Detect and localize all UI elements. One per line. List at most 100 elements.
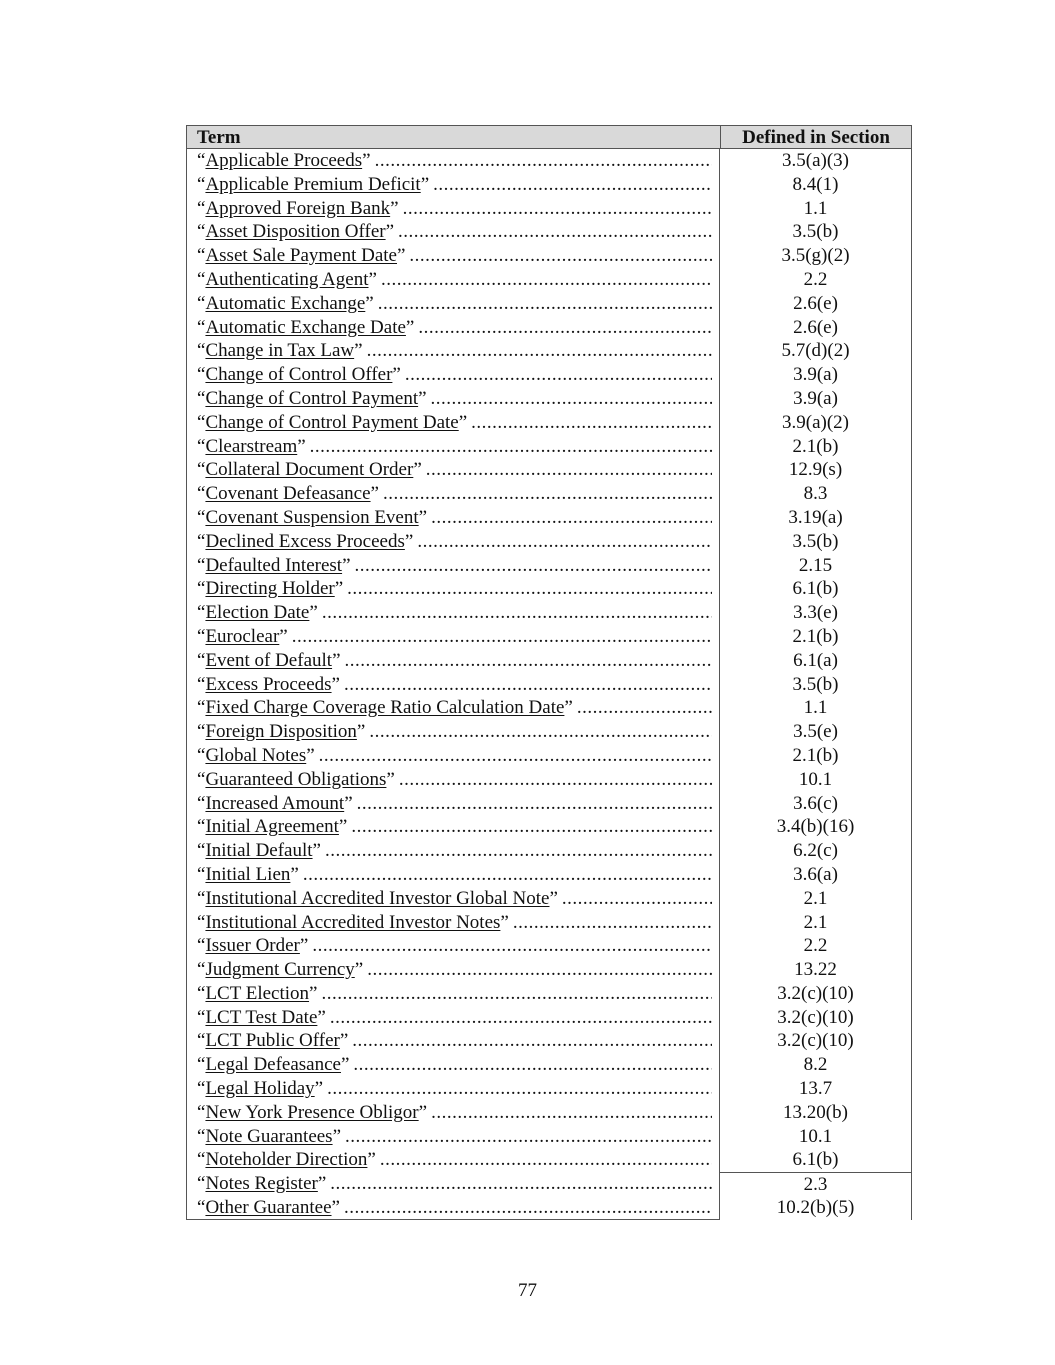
section-cell: 1.1 <box>720 196 912 221</box>
close-quote: ” <box>354 959 364 981</box>
term-link[interactable]: Defaulted Interest <box>205 554 343 576</box>
term-link[interactable]: Authenticating Agent <box>205 268 369 290</box>
term-link[interactable]: Covenant Defeasance <box>205 483 371 505</box>
term-link[interactable]: Asset Sale Payment Date <box>205 245 397 267</box>
term-link[interactable]: Applicable Proceeds <box>205 150 363 171</box>
term-cell: “Legal Defeasance” <box>186 1053 720 1078</box>
open-quote: “ <box>197 316 206 338</box>
term-link[interactable]: Clearstream <box>205 435 298 457</box>
section-cell: 2.3 <box>720 1172 912 1197</box>
term-link[interactable]: LCT Public Offer <box>205 1030 340 1052</box>
term-link[interactable]: Change in Tax Law <box>205 340 355 362</box>
section-cell: 5.7(d)(2) <box>720 339 912 364</box>
section-cell: 6.1(b) <box>720 577 912 602</box>
section-cell: 3.2(c)(10) <box>720 981 912 1006</box>
open-quote: “ <box>197 816 206 838</box>
open-quote: “ <box>197 673 206 695</box>
section-cell: 2.15 <box>720 553 912 578</box>
table-row: “Global Notes”2.1(b) <box>186 743 912 768</box>
section-cell: 2.2 <box>720 934 912 959</box>
term-cell: “LCT Test Date” <box>186 1005 720 1030</box>
term-link[interactable]: Covenant Suspension Event <box>205 506 419 528</box>
term-link[interactable]: Election Date <box>205 602 310 624</box>
term-link[interactable]: Global Notes <box>205 744 307 766</box>
term-link[interactable]: Legal Defeasance <box>205 1054 341 1076</box>
term-link[interactable]: Automatic Exchange Date <box>205 316 406 338</box>
section-cell: 6.1(a) <box>720 648 912 673</box>
term-link[interactable]: LCT Test Date <box>205 1006 318 1028</box>
table-row: “Election Date”3.3(e) <box>186 601 912 625</box>
term-link[interactable]: Initial Default <box>205 840 313 862</box>
term-link[interactable]: Collateral Document Order <box>205 459 414 481</box>
term-link[interactable]: Institutional Accredited Investor Global… <box>205 887 550 909</box>
section-cell: 3.9(a)(2) <box>720 410 912 435</box>
term-link[interactable]: Change of Control Payment Date <box>205 411 459 433</box>
open-quote: “ <box>197 863 206 885</box>
dot-leader <box>308 934 712 958</box>
term-link[interactable]: Issuer Order <box>205 935 300 957</box>
close-quote: ” <box>314 1078 324 1100</box>
term-link[interactable]: Euroclear <box>205 625 280 647</box>
close-quote: ” <box>396 245 406 267</box>
term-link[interactable]: Legal Holiday <box>205 1078 315 1100</box>
close-quote: ” <box>458 411 468 433</box>
dot-leader <box>363 339 712 363</box>
close-quote: ” <box>420 173 430 195</box>
table-row: “Guaranteed Obligations”10.1 <box>186 767 912 792</box>
table-row: “Covenant Suspension Event”3.19(a) <box>186 505 912 530</box>
term-link[interactable]: Asset Disposition Offer <box>205 221 386 243</box>
dot-leader <box>573 696 712 720</box>
section-cell: 2.1(b) <box>720 743 912 768</box>
table-row: “Change of Control Payment”3.9(a) <box>186 386 912 411</box>
open-quote: “ <box>197 982 206 1004</box>
term-link[interactable]: LCT Election <box>205 982 310 1004</box>
term-link[interactable]: Change of Control Offer <box>205 364 393 386</box>
dot-leader <box>323 1077 712 1101</box>
term-link[interactable]: Applicable Premium Deficit <box>205 173 421 195</box>
section-cell: 3.4(b)(16) <box>720 815 912 840</box>
term-link[interactable]: Automatic Exchange <box>205 292 366 314</box>
section-cell: 3.5(a)(3) <box>720 149 912 173</box>
term-cell: “Euroclear” <box>186 624 720 649</box>
table-row: “Declined Excess Proceeds”3.5(b) <box>186 529 912 554</box>
close-quote: ” <box>334 578 344 600</box>
close-quote: ” <box>317 1173 327 1195</box>
term-link[interactable]: Initial Lien <box>205 863 291 885</box>
term-link[interactable]: Foreign Disposition <box>205 721 357 743</box>
term-link[interactable]: Institutional Accredited Investor Notes <box>205 911 501 933</box>
table-row: “Judgment Currency”13.22 <box>186 958 912 982</box>
term-link[interactable]: Note Guarantees <box>205 1125 333 1147</box>
close-quote: ” <box>331 673 340 695</box>
dot-leader <box>353 792 712 816</box>
section-cell: 3.9(a) <box>720 363 912 387</box>
term-cell: “Judgment Currency” <box>186 958 720 982</box>
term-link[interactable]: New York Presence Obligor <box>205 1101 419 1123</box>
term-link[interactable]: Approved Foreign Bank <box>205 197 391 219</box>
table-row: “Clearstream”2.1(b) <box>186 434 912 459</box>
term-link[interactable]: Guaranteed Obligations <box>205 768 387 790</box>
section-cell: 2.6(e) <box>720 291 912 316</box>
term-link[interactable]: Other Guarantee <box>205 1197 332 1219</box>
term-link[interactable]: Directing Holder <box>205 578 335 600</box>
table-row: “Issuer Order”2.2 <box>186 934 912 959</box>
term-link[interactable]: Event of Default <box>205 649 333 671</box>
term-link[interactable]: Notes Register <box>205 1173 318 1195</box>
open-quote: “ <box>197 150 206 171</box>
open-quote: “ <box>197 1101 206 1123</box>
term-link[interactable]: Declined Excess Proceeds <box>205 530 405 552</box>
term-link[interactable]: Increased Amount <box>205 792 345 814</box>
term-link[interactable]: Initial Agreement <box>205 816 339 838</box>
section-cell: 6.1(b) <box>720 1148 912 1173</box>
term-link[interactable]: Noteholder Direction <box>205 1149 368 1171</box>
section-cell: 3.6(c) <box>720 791 912 816</box>
term-link[interactable]: Excess Proceeds <box>205 673 332 695</box>
term-cell: “Initial Lien” <box>186 862 720 887</box>
open-quote: “ <box>197 530 206 552</box>
dot-leader <box>401 363 712 387</box>
table-row: “Noteholder Direction”6.1(b) <box>186 1148 912 1173</box>
table-row: “LCT Election”3.2(c)(10) <box>186 981 912 1006</box>
term-link[interactable]: Change of Control Payment <box>205 387 419 409</box>
term-link[interactable]: Fixed Charge Coverage Ratio Calculation … <box>205 697 565 719</box>
section-cell: 6.2(c) <box>720 839 912 863</box>
term-link[interactable]: Judgment Currency <box>205 959 355 981</box>
